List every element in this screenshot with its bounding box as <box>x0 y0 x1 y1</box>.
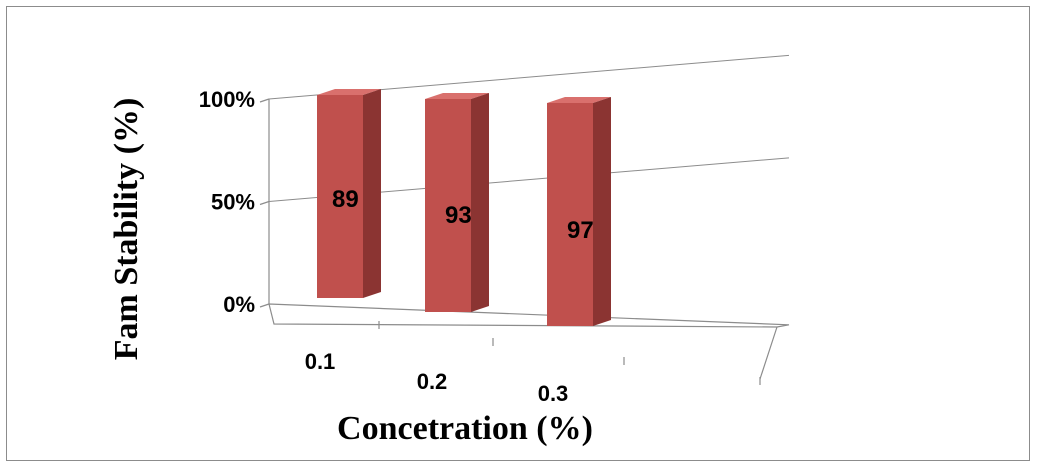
y-tick-label: 100% <box>199 87 255 112</box>
labels: 0% 50% 100% 89 0.1 93 0.2 97 0.3 <box>199 87 594 406</box>
y-axis-title: Fam Stability (%) <box>108 98 145 361</box>
y-tick-label: 50% <box>211 190 255 215</box>
bar-top <box>317 89 381 95</box>
x-tick-label: 0.3 <box>538 381 569 406</box>
bar-0.1 <box>317 89 381 298</box>
y-tick <box>259 98 270 103</box>
y-tick <box>259 303 270 308</box>
axes <box>259 98 790 385</box>
floor <box>268 303 790 328</box>
x-axis-title: Concetration (%) <box>337 410 593 447</box>
bar-0.3 <box>547 97 611 326</box>
bar-front <box>317 95 363 298</box>
floor-edge <box>759 326 778 380</box>
chart-frame: 0% 50% 100% 89 0.1 93 0.2 97 0.3 Fam Stability (… <box>6 6 1030 461</box>
bar-side <box>363 89 381 298</box>
x-tick-label: 0.2 <box>417 369 448 394</box>
bar-chart: 0% 50% 100% 89 0.1 93 0.2 97 0.3 Fam Stability (… <box>108 54 790 447</box>
bar-side <box>471 93 489 312</box>
bar-0.2 <box>425 93 489 312</box>
y-tick <box>259 200 270 206</box>
data-label: 89 <box>332 186 359 213</box>
data-label: 97 <box>567 217 594 244</box>
bar-front <box>547 103 593 326</box>
y-tick-label: 0% <box>223 292 255 317</box>
bar-top <box>425 93 489 99</box>
data-label: 93 <box>445 202 472 229</box>
bar-top <box>547 97 611 103</box>
bar-side <box>593 97 611 326</box>
x-tick-label: 0.1 <box>305 349 336 374</box>
bar-front <box>425 99 471 312</box>
bars <box>317 89 611 326</box>
